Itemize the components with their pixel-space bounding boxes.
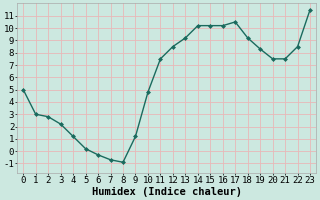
X-axis label: Humidex (Indice chaleur): Humidex (Indice chaleur) [92, 186, 242, 197]
